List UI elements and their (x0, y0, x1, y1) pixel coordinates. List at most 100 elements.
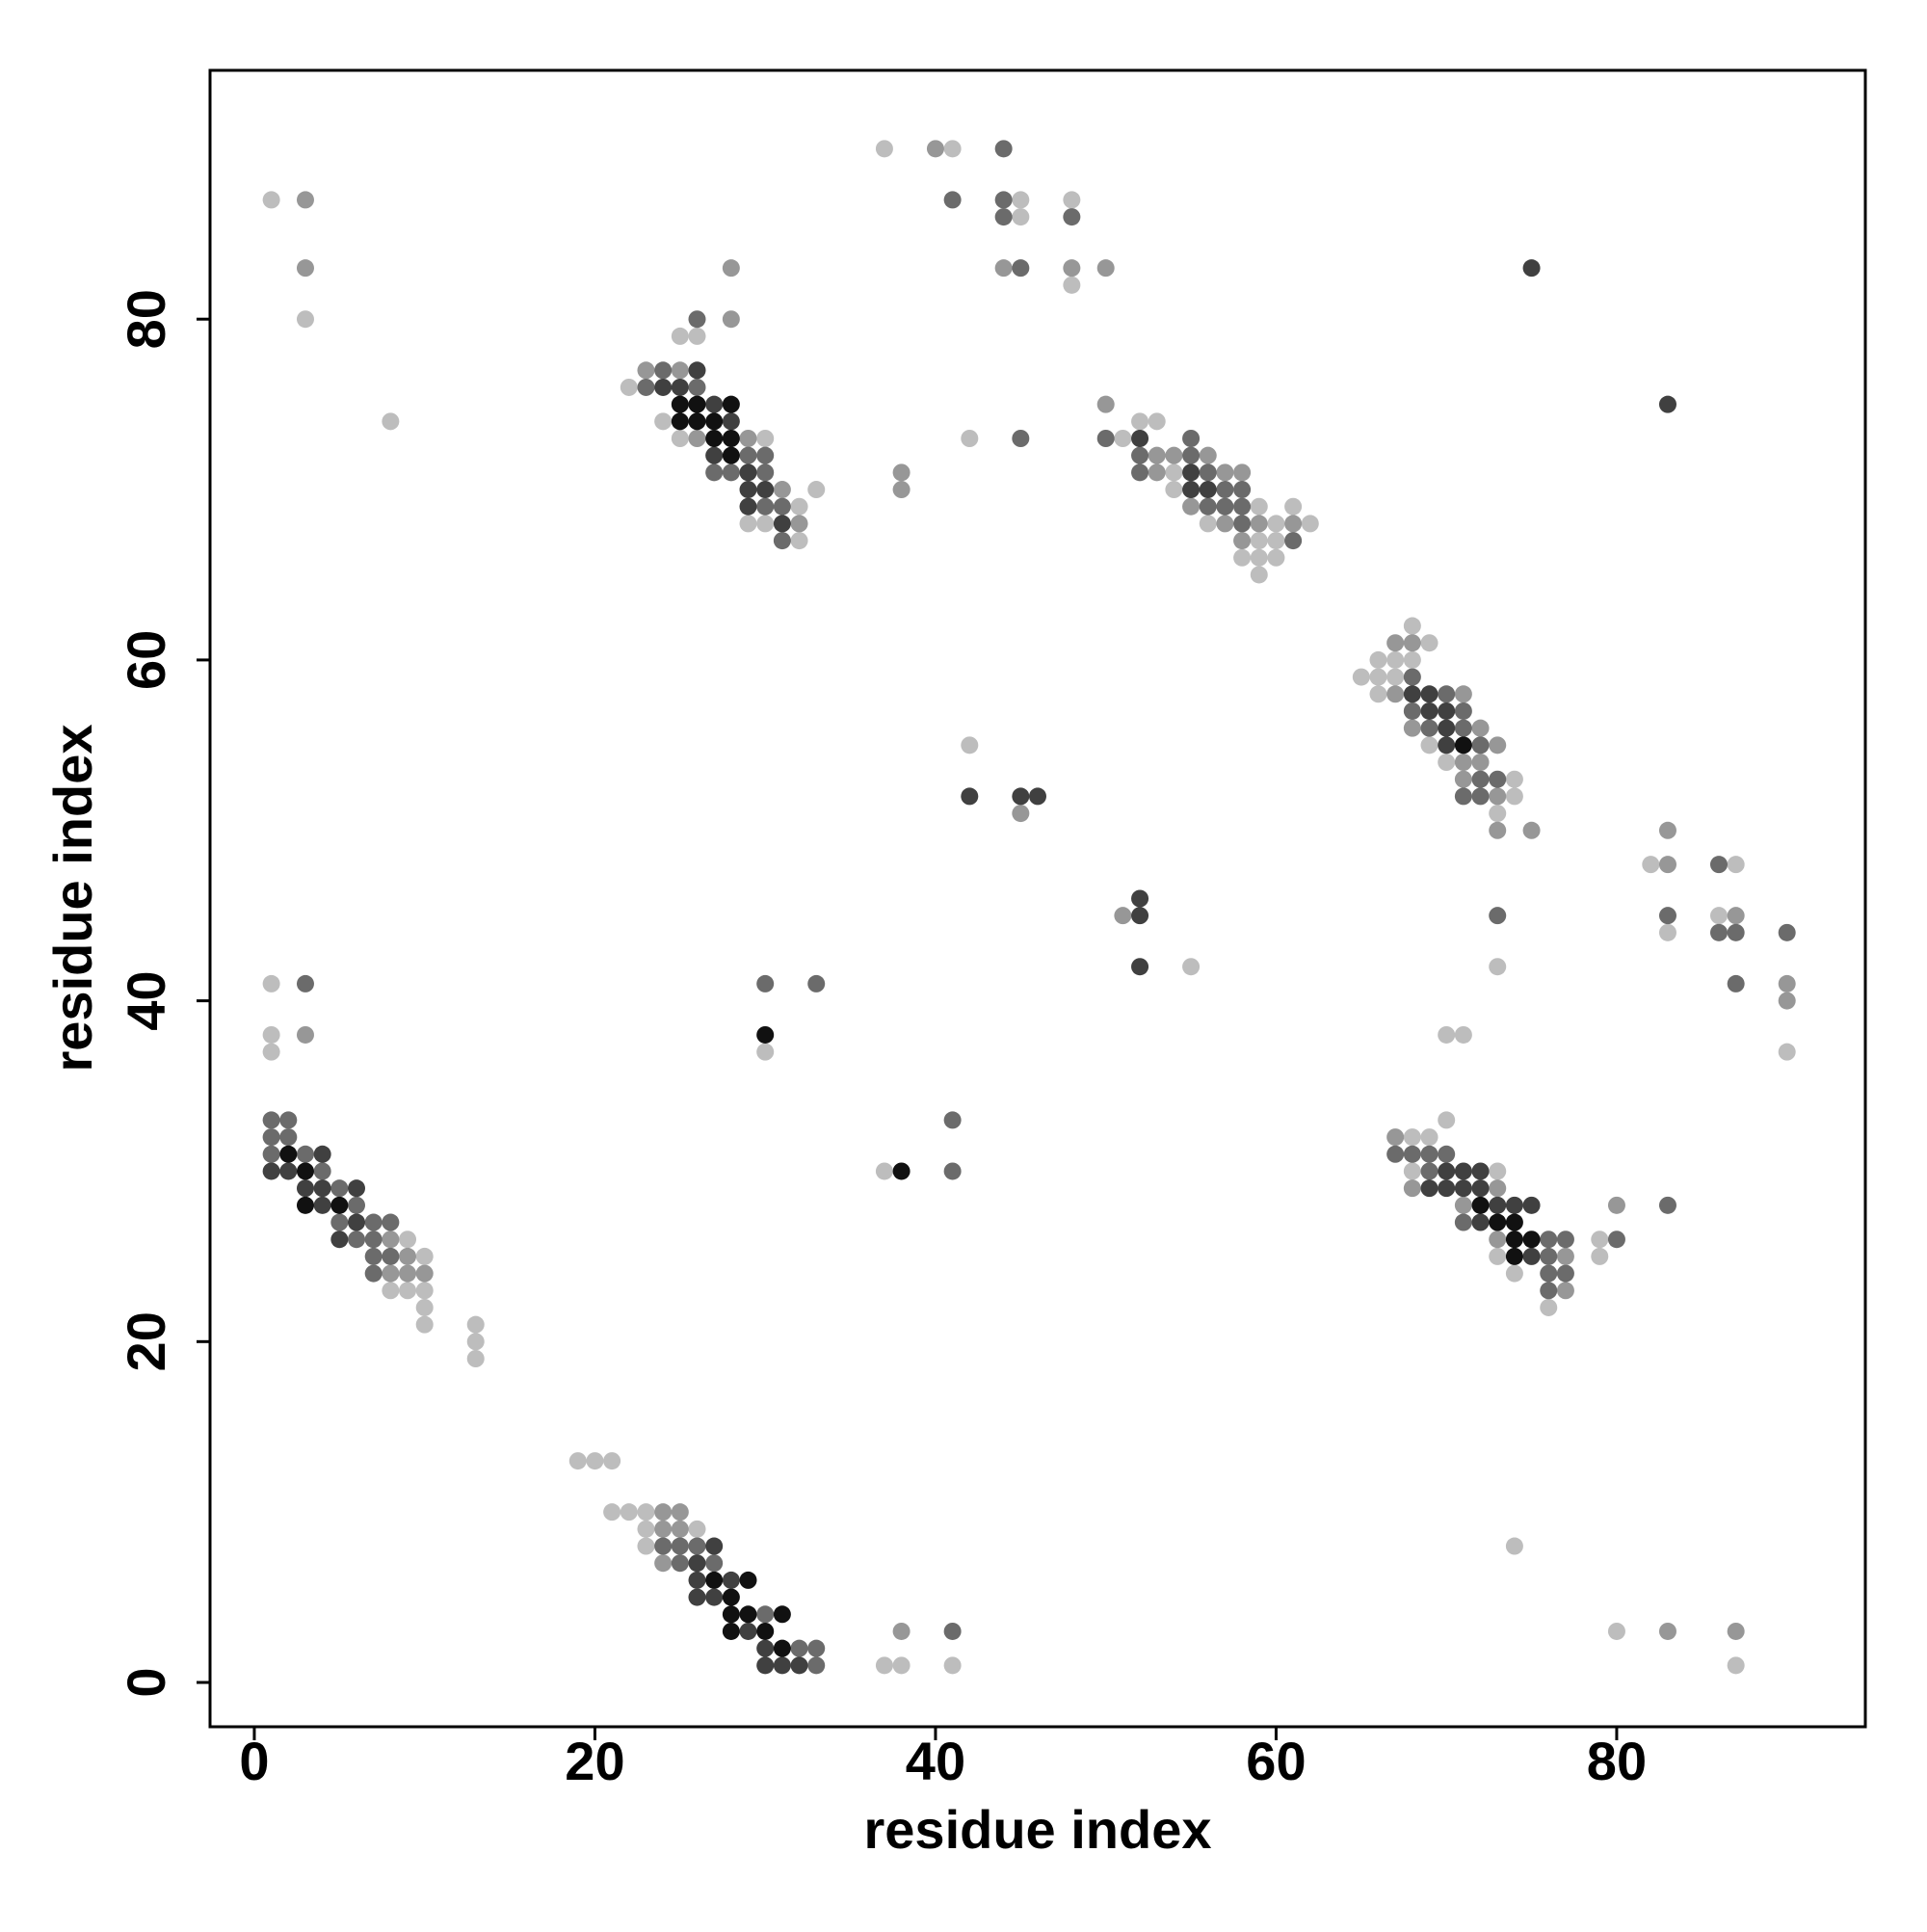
contact-point (892, 463, 911, 482)
contact-point (1489, 770, 1507, 788)
contact-point (1438, 1145, 1456, 1163)
contact-point (1438, 736, 1456, 754)
contact-point (1216, 515, 1234, 533)
contact-point (1233, 532, 1252, 550)
contact-point (637, 1503, 655, 1522)
contact-point (994, 140, 1013, 158)
contact-point (943, 140, 962, 158)
contact-point (1778, 974, 1796, 992)
contact-point (1489, 1231, 1507, 1249)
contact-point (722, 430, 740, 447)
contact-point (1454, 1162, 1472, 1180)
contact-point (1403, 650, 1421, 669)
contact-point (1454, 701, 1472, 720)
contact-point (1012, 259, 1030, 278)
plot-frame (208, 68, 1867, 1729)
contact-point (994, 208, 1013, 226)
contact-point (688, 1554, 706, 1573)
contact-point (1420, 1145, 1439, 1163)
contact-point (756, 446, 775, 464)
contact-point (313, 1145, 331, 1163)
contact-point (1182, 463, 1201, 482)
contact-point (1063, 208, 1081, 226)
contact-point (1505, 1537, 1523, 1555)
contact-point (1505, 1247, 1523, 1265)
contact-point (1420, 634, 1439, 652)
contact-point (1386, 1128, 1405, 1147)
contact-point (1454, 1213, 1472, 1231)
contact-point (739, 1571, 757, 1589)
contact-point (790, 1639, 808, 1657)
contact-point (1386, 685, 1405, 703)
contact-point (756, 1639, 775, 1657)
contact-point (1250, 548, 1268, 567)
contact-point (1233, 548, 1252, 567)
contact-point (875, 140, 893, 158)
contact-point (1403, 1162, 1421, 1180)
contact-point (961, 736, 979, 754)
contact-point (1403, 668, 1421, 686)
contact-point (654, 1537, 673, 1555)
contact-point (1420, 736, 1439, 754)
contact-point (671, 327, 689, 345)
contact-point (1182, 481, 1201, 499)
contact-point (1199, 481, 1217, 499)
contact-point (466, 1350, 485, 1367)
contact-point (1471, 1162, 1490, 1180)
contact-point (364, 1213, 383, 1231)
contact-point (943, 1622, 962, 1640)
contact-point (1591, 1247, 1609, 1265)
contact-point (722, 463, 740, 482)
contact-point (1454, 754, 1472, 772)
contact-point (1063, 191, 1081, 209)
contact-point (875, 1162, 893, 1180)
contact-point (348, 1231, 366, 1249)
contact-point (382, 1264, 400, 1283)
y-tick-label: 0 (116, 1667, 176, 1697)
contact-point (756, 1622, 775, 1640)
contact-point (705, 1554, 724, 1573)
contact-point (313, 1179, 331, 1198)
contact-point (1522, 1231, 1541, 1249)
contact-point (1471, 719, 1490, 737)
contact-point (943, 1111, 962, 1129)
contact-point (1250, 532, 1268, 550)
contact-point (466, 1315, 485, 1334)
contact-point (892, 1622, 911, 1640)
contact-point (722, 446, 740, 464)
contact-point (1540, 1264, 1558, 1283)
contact-point (364, 1264, 383, 1283)
contact-point (654, 361, 673, 380)
contact-point (1386, 650, 1405, 669)
contact-point (1216, 481, 1234, 499)
contact-point (1778, 992, 1796, 1010)
contact-point (1182, 446, 1201, 464)
contact-point (382, 1213, 400, 1231)
contact-point (1131, 446, 1149, 464)
contact-point (1489, 805, 1507, 823)
contact-point (262, 974, 280, 992)
contact-point (773, 1656, 791, 1675)
contact-point (790, 532, 808, 550)
contact-point (739, 463, 757, 482)
contact-point (296, 1162, 314, 1180)
y-tick-label: 40 (116, 970, 176, 1030)
contact-point (1438, 1179, 1456, 1198)
contact-point (1438, 1162, 1456, 1180)
contact-point (943, 191, 962, 209)
contact-point (705, 1588, 724, 1606)
contact-point (773, 497, 791, 516)
contact-point (637, 361, 655, 380)
contact-point (1420, 1179, 1439, 1198)
contact-point (364, 1247, 383, 1265)
contact-point (1658, 856, 1676, 874)
contact-point (1556, 1264, 1574, 1283)
contact-point (790, 1656, 808, 1675)
contact-point (688, 1537, 706, 1555)
contact-point (637, 1520, 655, 1538)
contact-point (705, 395, 724, 413)
contact-point (739, 515, 757, 533)
contact-point (262, 1128, 280, 1147)
